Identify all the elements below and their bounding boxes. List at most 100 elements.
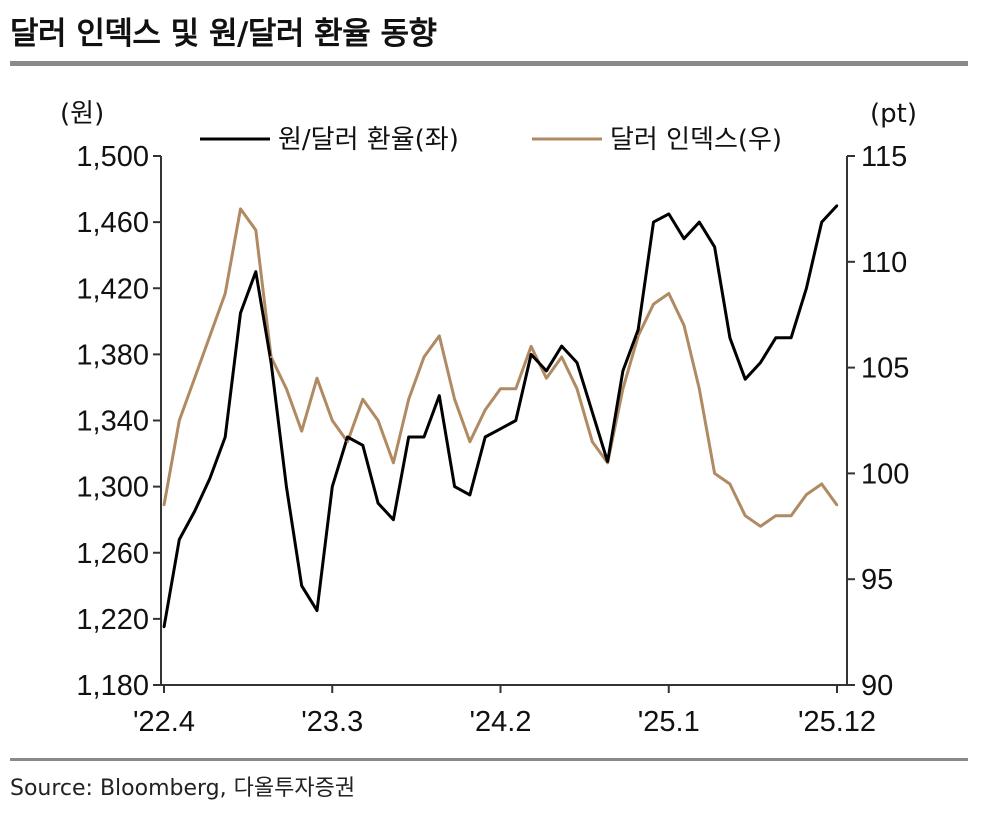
data-point-dxy: [560, 355, 563, 359]
x-tick-label: '23.3: [301, 706, 363, 738]
data-point-dxy: [346, 440, 349, 443]
data-point-dxy: [254, 228, 257, 232]
data-point-dxy: [759, 525, 762, 528]
data-point-dxy: [835, 503, 839, 507]
data-point-krw: [529, 353, 533, 356]
data-point-dxy: [224, 292, 227, 295]
data-point-dxy: [285, 387, 288, 390]
data-point-krw: [820, 220, 823, 224]
data-point-dxy: [361, 398, 364, 401]
data-point-dxy: [713, 472, 716, 475]
right-axis-ticks: 90 95 100 105 110 115: [847, 141, 909, 702]
data-point-dxy: [514, 387, 517, 390]
data-point-dxy: [805, 493, 808, 496]
right-tick-label: 110: [861, 247, 907, 279]
data-point-krw: [575, 361, 579, 364]
data-point-dxy: [575, 387, 579, 390]
data-point-dxy: [789, 514, 793, 517]
series-line-krw: [162, 204, 839, 628]
data-point-krw: [606, 460, 609, 463]
right-tick-label: 105: [861, 353, 909, 385]
data-point-krw: [361, 444, 364, 447]
data-point-krw: [484, 435, 487, 439]
data-point-dxy: [300, 429, 303, 433]
data-point-krw: [407, 435, 410, 439]
data-point-krw: [178, 538, 181, 541]
data-point-krw: [774, 336, 777, 339]
series-points-dxy: [162, 207, 839, 528]
data-point-krw: [162, 625, 166, 629]
right-tick-label: 100: [861, 458, 909, 490]
data-point-dxy: [269, 355, 273, 359]
data-point-dxy: [193, 377, 196, 380]
footer-divider: [10, 758, 968, 761]
data-point-krw: [728, 336, 732, 339]
data-point-krw: [254, 270, 257, 273]
left-tick-label: 1,500: [76, 141, 149, 173]
data-point-dxy: [468, 440, 472, 443]
data-point-krw: [744, 378, 747, 381]
data-point-krw: [759, 361, 762, 364]
x-tick-label: '25.12: [798, 706, 876, 738]
data-point-krw: [682, 237, 686, 240]
data-point-dxy: [484, 408, 487, 412]
data-point-krw: [376, 502, 380, 505]
data-point-dxy: [422, 355, 426, 359]
x-tick-label: '25.1: [638, 706, 700, 738]
left-tick-label: 1,300: [76, 472, 149, 504]
data-point-dxy: [652, 302, 655, 306]
data-point-krw: [239, 311, 242, 315]
data-point-dxy: [178, 419, 181, 422]
left-axis-unit: (원): [60, 99, 104, 129]
data-point-krw: [392, 518, 395, 521]
data-point-krw: [805, 287, 808, 290]
left-tick-label: 1,380: [76, 339, 149, 371]
source-note: Source: Bloomberg, 다올투자증권: [10, 776, 356, 801]
data-point-krw: [422, 435, 426, 439]
data-point-dxy: [621, 387, 625, 390]
data-point-krw: [331, 485, 334, 488]
data-point-dxy: [529, 345, 533, 348]
right-axis-unit: (pt): [870, 99, 917, 129]
left-tick-label: 1,460: [76, 207, 149, 239]
data-point-dxy: [239, 207, 242, 211]
x-axis-ticks: '22.4 '23.3 '24.2 '25.1 '25.12: [133, 685, 876, 738]
data-point-dxy: [453, 398, 456, 401]
data-point-krw: [698, 220, 701, 224]
left-tick-label: 1,180: [76, 670, 149, 702]
data-point-krw: [193, 510, 196, 513]
data-point-krw: [453, 485, 456, 488]
data-point-krw: [514, 419, 517, 422]
page-title: 달러 인덱스 및 원/달러 환율 동향: [10, 16, 437, 52]
left-tick-label: 1,220: [76, 604, 149, 636]
data-point-krw: [621, 369, 625, 373]
left-tick-label: 1,260: [76, 538, 149, 570]
legend-label-krw: 원/달러 환율(좌): [278, 125, 459, 155]
data-point-dxy: [728, 482, 732, 486]
data-point-dxy: [208, 334, 212, 338]
data-point-dxy: [438, 334, 441, 338]
x-tick-label: '24.2: [470, 706, 532, 738]
data-point-krw: [652, 220, 655, 224]
right-tick-label: 115: [861, 141, 907, 173]
x-tick-label: '22.4: [133, 706, 195, 738]
left-tick-label: 1,340: [76, 406, 149, 438]
data-point-krw: [637, 328, 640, 331]
data-point-dxy: [820, 482, 823, 486]
right-tick-label: 90: [861, 670, 893, 702]
data-point-krw: [713, 245, 716, 249]
data-point-krw: [300, 584, 303, 587]
data-point-krw: [224, 435, 227, 439]
series-line-dxy: [162, 207, 839, 528]
data-point-krw: [789, 336, 793, 339]
series-points-krw: [162, 204, 839, 629]
data-point-dxy: [545, 377, 548, 380]
left-axis-ticks: 1,180 1,220 1,260 1,300 1,340 1,380 1,420 1,460…: [76, 141, 161, 702]
data-point-krw: [269, 361, 273, 364]
data-point-dxy: [637, 334, 640, 338]
data-point-krw: [285, 485, 288, 488]
title-divider: [10, 61, 968, 66]
data-point-krw: [560, 344, 563, 348]
data-point-dxy: [407, 398, 410, 401]
